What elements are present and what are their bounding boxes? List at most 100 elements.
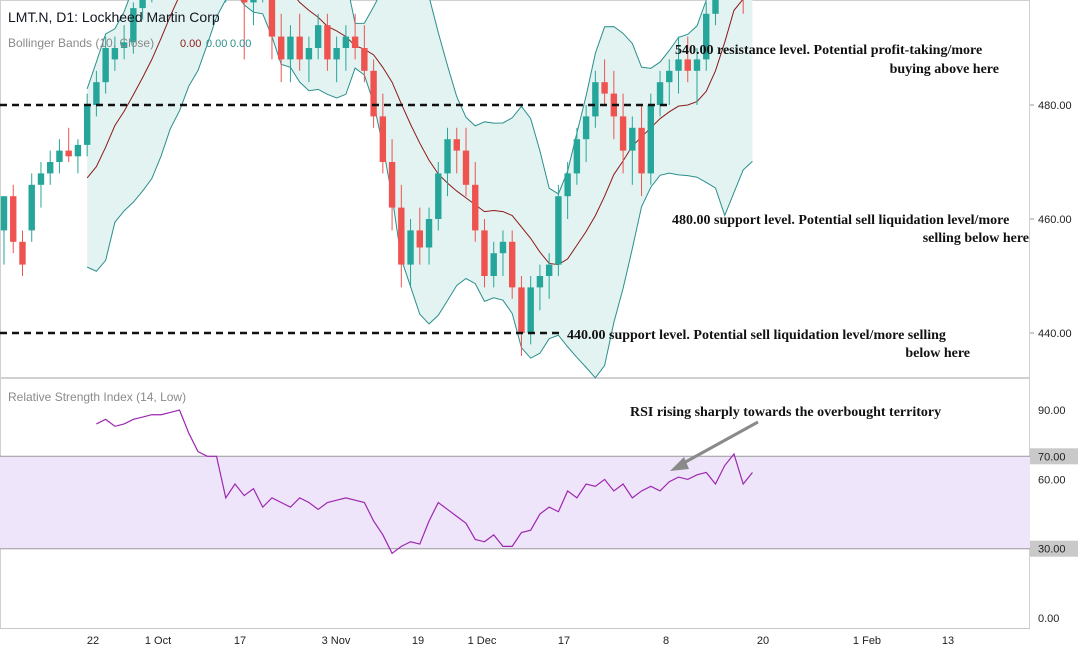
candle: [472, 162, 479, 242]
candle-body: [65, 150, 72, 157]
candle: [102, 36, 109, 94]
candle: [545, 253, 553, 299]
candle: [703, 2, 710, 71]
bb-value-3: 0.00: [230, 38, 251, 50]
candle-body: [536, 276, 544, 288]
candle: [241, 0, 248, 60]
candle: [416, 207, 423, 265]
candle-body: [370, 70, 377, 117]
candle-body: [499, 241, 507, 254]
candle-body: [296, 36, 303, 60]
candle-body: [28, 184, 35, 231]
candle-body: [111, 48, 119, 60]
candle: [536, 264, 544, 311]
time-tick-label: 17: [558, 635, 570, 647]
candle-body: [56, 150, 63, 162]
candle: [693, 48, 701, 105]
candle-body: [407, 230, 414, 265]
candle: [333, 36, 340, 83]
candle: [342, 25, 350, 71]
candle: [564, 162, 571, 219]
candle: [712, 0, 719, 26]
candle-body: [305, 48, 313, 60]
candle: [509, 230, 516, 299]
support480-note-line1: 480.00 support level. Potential sell liq…: [672, 213, 1009, 228]
candle: [656, 70, 664, 117]
candle-body: [675, 59, 682, 71]
candle-body: [684, 59, 691, 71]
candle: [56, 139, 63, 174]
candle: [296, 13, 303, 71]
price-axis: 440.00460.00480.00500.00520.00540.00518.…: [1030, 100, 1072, 340]
candle-body: [703, 13, 710, 60]
candle-body: [388, 162, 396, 208]
candle-body: [444, 139, 451, 174]
candle: [65, 127, 72, 162]
candle: [666, 59, 673, 105]
candle: [287, 25, 294, 83]
candle: [139, 0, 146, 20]
candle: [647, 93, 654, 185]
candle-body: [693, 59, 701, 71]
candle: [555, 184, 562, 276]
bb-upper-line: [86, 0, 707, 195]
time-tick-label: 19: [412, 635, 424, 647]
time-tick-label: 22: [87, 635, 99, 647]
candle: [481, 219, 488, 288]
bb-fill: [87, 0, 753, 378]
candle-body: [47, 162, 54, 174]
candle-body: [83, 105, 91, 145]
candle-body: [398, 207, 405, 265]
candle: [388, 139, 396, 231]
candle-body: [638, 127, 645, 174]
candle-body: [250, 0, 257, 3]
candle: [10, 184, 17, 254]
bb-value-2: 0.00: [206, 38, 227, 50]
candle: [582, 105, 590, 162]
candle-body: [573, 139, 581, 174]
candle: [638, 105, 645, 197]
candlesticks: [0, 0, 744, 356]
candle-body: [0, 196, 8, 231]
candle: [47, 150, 54, 185]
candle-body: [342, 36, 350, 48]
candle-body: [37, 173, 45, 185]
resistance-note-line1: 540.00 resistance level. Potential profi…: [675, 43, 982, 58]
candle: [305, 36, 313, 83]
candle: [28, 173, 35, 242]
rsi-zone: [0, 456, 1030, 549]
candle-body: [555, 196, 562, 265]
candle: [93, 70, 100, 117]
candle: [425, 207, 433, 265]
support440-note-line2: below here: [905, 346, 970, 361]
candle-body: [333, 48, 340, 60]
rsi-tick-label: 70.00: [1038, 451, 1066, 463]
candle-body: [19, 241, 26, 265]
support440-note-line1: 440.00 support level. Potential sell liq…: [567, 328, 946, 343]
price-tick-label: 440.00: [1038, 328, 1072, 340]
candle: [499, 230, 507, 276]
candle: [684, 36, 691, 83]
candle: [619, 93, 627, 174]
candle: [37, 162, 45, 208]
time-tick-label: 20: [757, 635, 769, 647]
candle-body: [268, 0, 276, 37]
time-tick-label: 1 Oct: [145, 635, 171, 647]
candle-body: [74, 144, 82, 157]
candle: [74, 139, 82, 174]
candle: [444, 127, 451, 197]
rsi-label: Relative Strength Index (14, Low): [8, 390, 186, 404]
candle-body: [139, 0, 146, 9]
bb-value-1: 0.00: [180, 38, 201, 50]
bb-lower-line: [86, 0, 753, 379]
candle: [518, 276, 525, 356]
candle-body: [287, 36, 294, 60]
level-lines: [0, 103, 668, 335]
candle: [573, 127, 581, 185]
rsi-axis: 0.00 30.00 60.00 70.00 90.00: [1030, 405, 1078, 625]
candle-body: [10, 196, 17, 242]
candle-body: [545, 264, 553, 276]
candle-body: [490, 253, 497, 276]
candle: [675, 36, 682, 94]
